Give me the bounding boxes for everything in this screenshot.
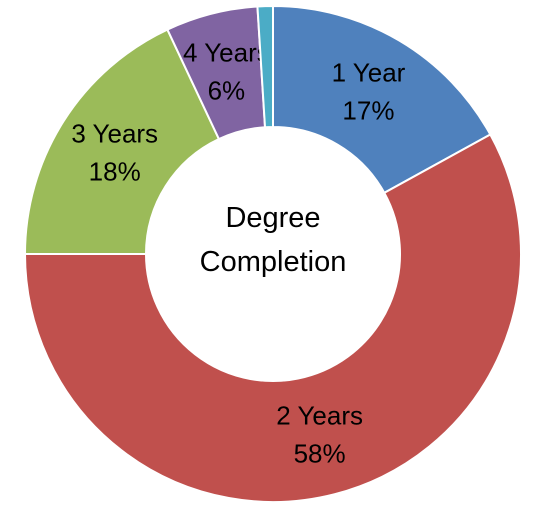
slice xyxy=(23,28,221,255)
slice xyxy=(272,4,492,195)
slice-value-label: 18% xyxy=(89,156,141,186)
chart-title: Degree Completion xyxy=(199,202,347,278)
slice-category-label: 2 Years xyxy=(276,400,363,430)
slice-category-label: 1 Year xyxy=(332,57,406,87)
slice-category-label: 4 Years xyxy=(183,37,270,67)
slice-value-label: 58% xyxy=(294,438,346,468)
slice xyxy=(256,4,274,129)
slice xyxy=(23,133,522,503)
slice-value-label: 17% xyxy=(342,95,394,125)
slice-category-label: 3 Years xyxy=(71,118,158,148)
slice-value-label: 6% xyxy=(208,75,246,105)
